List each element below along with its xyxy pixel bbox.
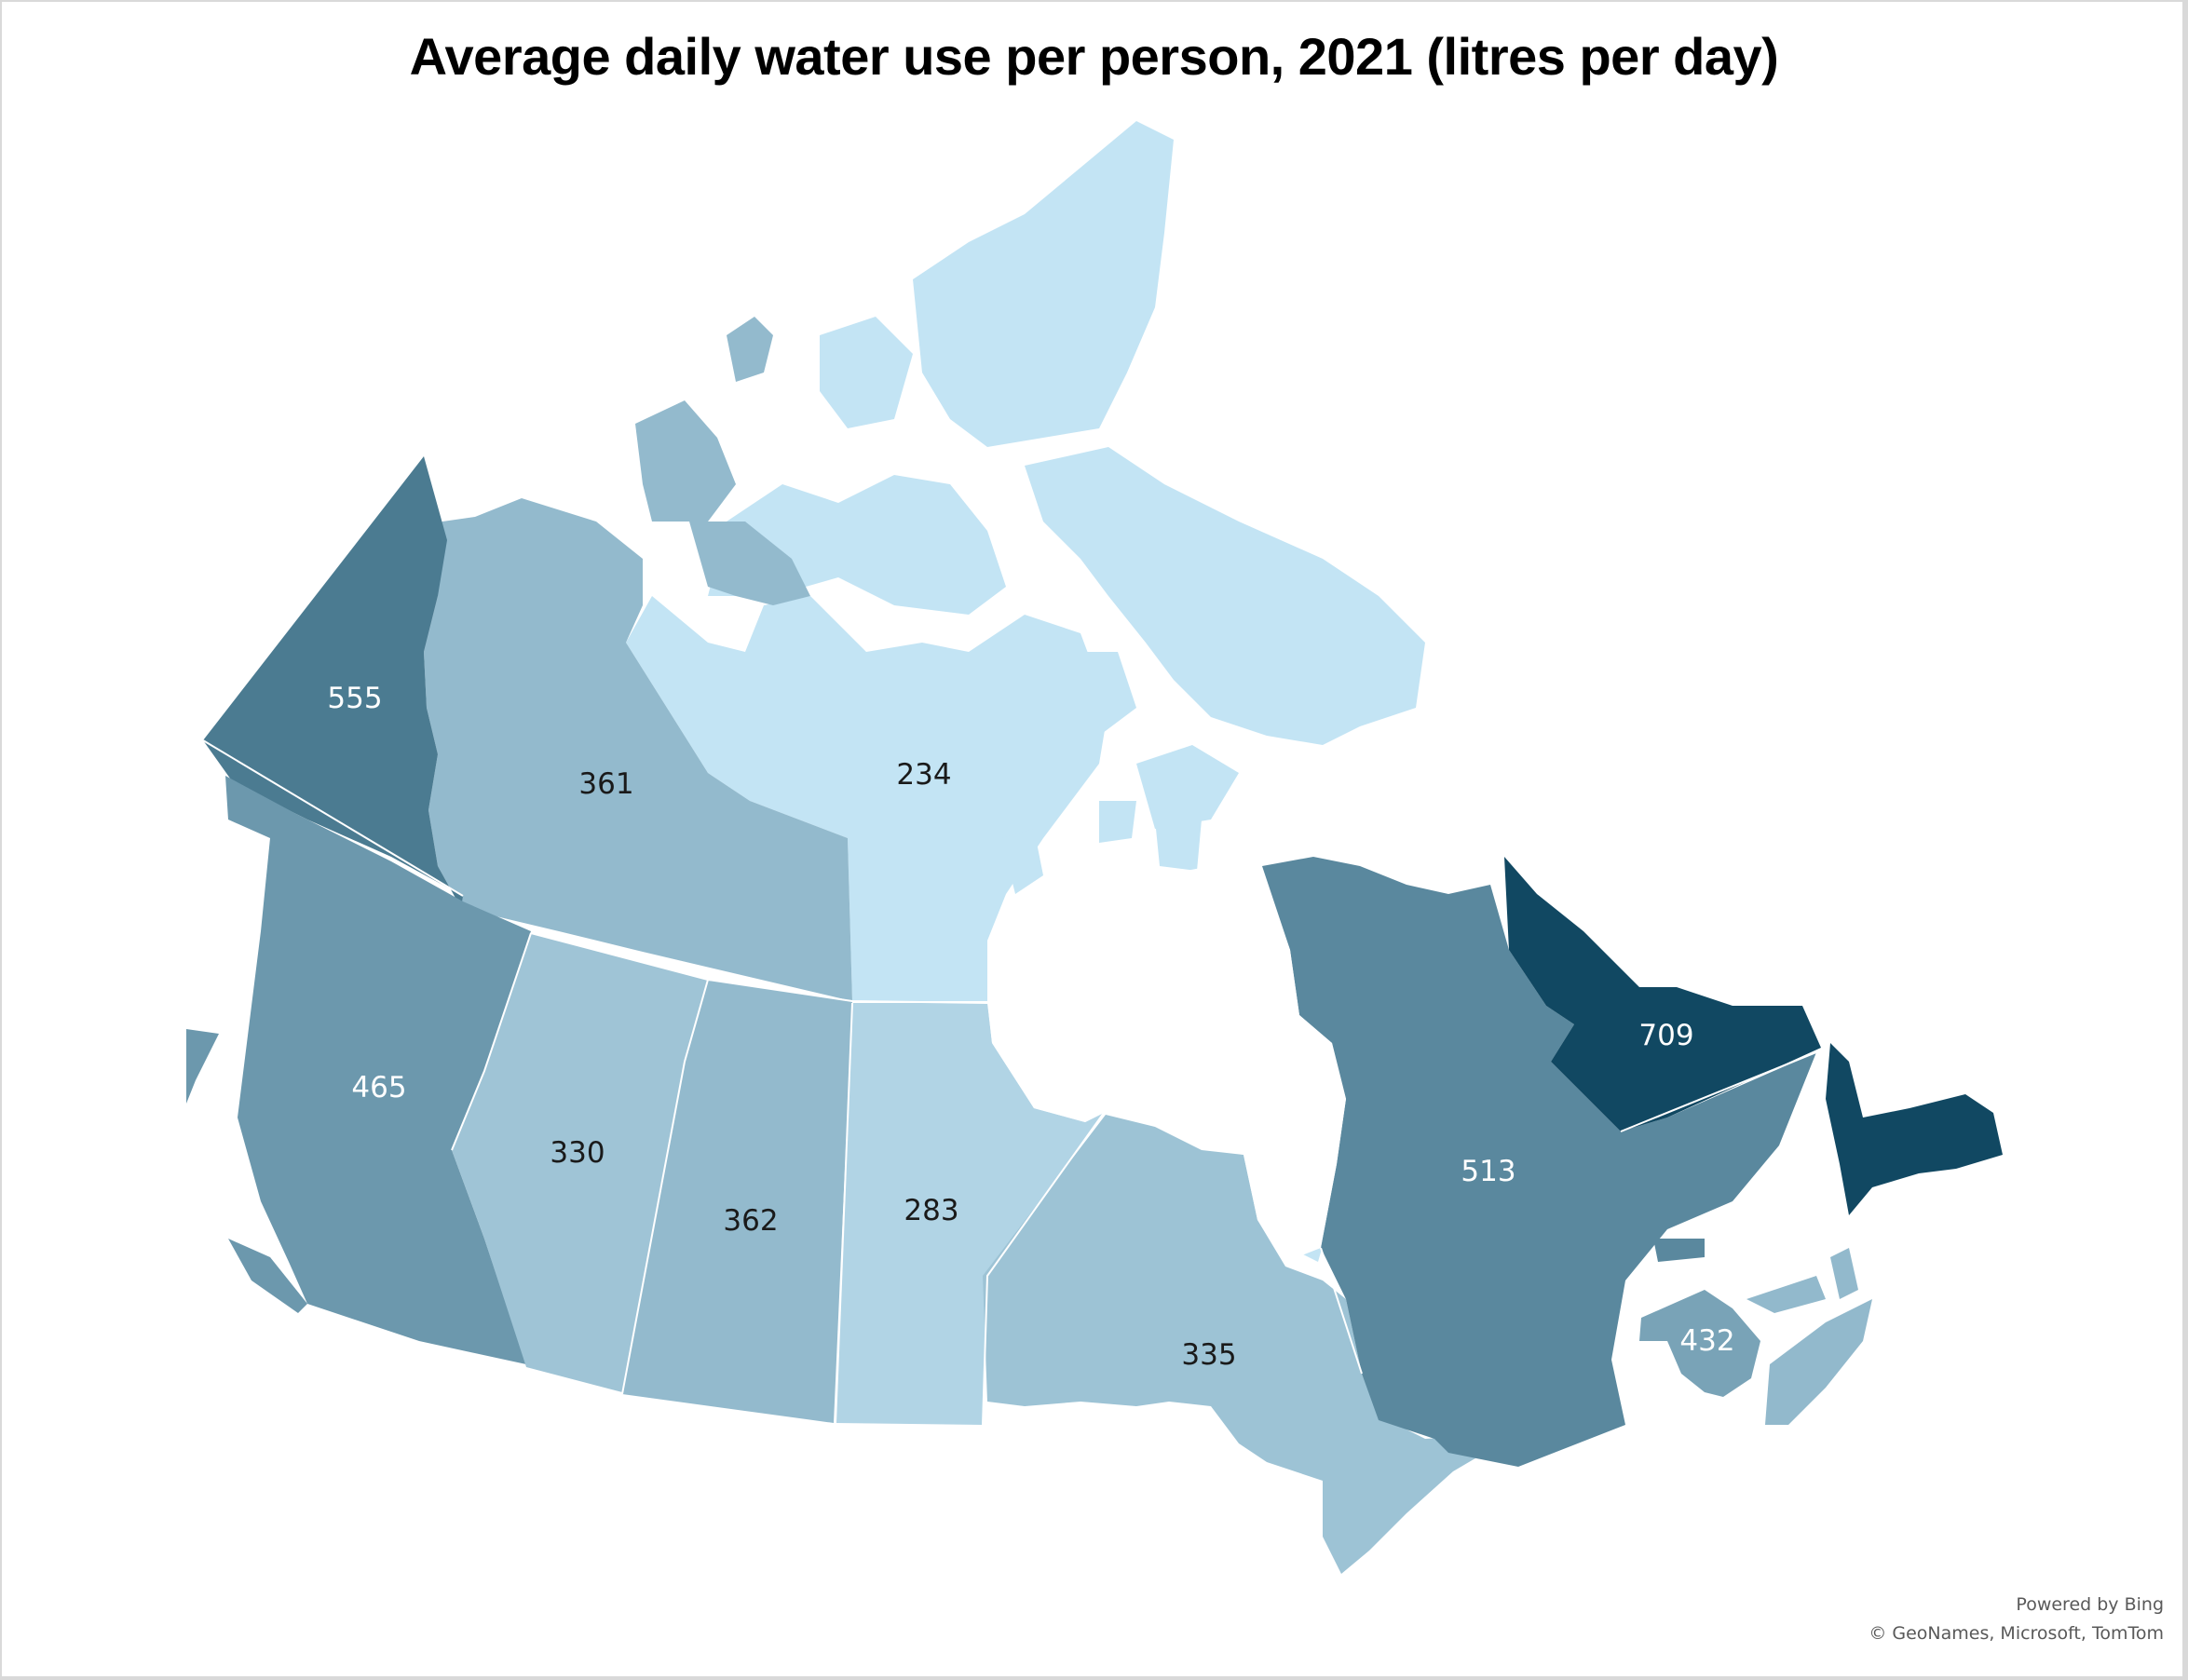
region-shape-newfoundland-and-labrador [1826,1043,2003,1215]
value-label-saskatchewan: 362 [723,1204,778,1238]
attribution-powered-by: Powered by Bing [2016,1594,2164,1615]
hudson-bay [987,866,1346,1262]
region-shape-quebec [1653,1239,1705,1262]
region-quebec[interactable] [1262,857,1816,1467]
region-shape-nunavut [1099,801,1136,843]
region-shape-new-brunswick [1639,1290,1760,1397]
value-label-manitoba: 283 [904,1194,958,1227]
value-label-alberta: 330 [550,1136,605,1170]
region-shape-nunavut [913,121,1174,447]
region-shape-nunavut [1136,745,1239,829]
region-yukon[interactable] [203,456,463,908]
region-ontario[interactable] [983,1115,1516,1574]
value-label-nunavut: 234 [896,758,951,792]
attribution-copyright: © GeoNames, Microsoft, TomTom [1869,1623,2164,1644]
region-shape-nunavut [1001,829,1043,894]
region-shape-nunavut [1062,652,1136,736]
value-label-ontario: 335 [1181,1338,1236,1372]
region-shape-manitoba [836,1003,1104,1425]
region-shape-british-columbia [228,1239,307,1313]
region-maritimes-unlabeled [1746,1248,1872,1425]
region-new-brunswick[interactable] [1639,1290,1760,1397]
region-northwest-territories[interactable] [424,317,852,1001]
value-label-new-brunswick: 432 [1679,1324,1734,1358]
value-labels: 555 361 234 465 330 362 283 335 513 709 … [327,682,1734,1372]
value-label-british-columbia: 465 [351,1071,406,1104]
region-shape-northwest-territories [689,522,810,605]
region-manitoba[interactable] [836,1003,1104,1425]
region-shape-nunavut [626,596,1108,1001]
region-shape-nunavut [1025,447,1425,745]
value-label-newfoundland-and-labrador: 709 [1638,1019,1693,1052]
region-shape-nunavut [1155,820,1202,871]
region-shape-nunavut [820,317,913,428]
region-shape-british-columbia [225,776,531,1364]
region-shape-quebec [1262,857,1816,1467]
province-borders [202,739,1817,1426]
region-shape-ontario [983,1115,1516,1574]
region-shape-newfoundland-and-labrador [1504,857,1821,1131]
map-title: Average daily water use per person, 2021… [409,27,1779,86]
region-shape-northwest-territories [424,498,852,1001]
region-british-columbia[interactable] [186,776,531,1364]
region-shape-yukon [203,456,463,908]
value-label-quebec: 513 [1461,1155,1515,1188]
region-shape-british-columbia [186,1029,219,1104]
region-shape-northwest-territories [727,317,773,382]
value-label-northwest-territories: 361 [578,767,633,801]
value-label-yukon: 555 [327,682,382,715]
region-newfoundland-and-labrador[interactable] [1504,857,2003,1215]
region-shape-northwest-territories [635,400,736,522]
